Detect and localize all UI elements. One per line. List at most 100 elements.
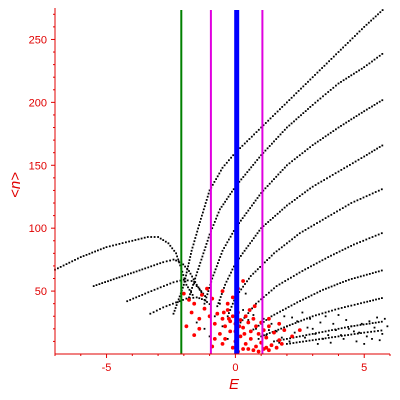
black-series-point [264,187,267,190]
black-series-point [283,166,286,169]
black-series-point [368,237,371,240]
black-series-point [318,338,320,341]
black-series-point [204,246,207,248]
red-series-point [197,326,202,331]
black-series-point [242,285,244,288]
black-series-point [331,329,333,331]
black-series-point [138,295,141,297]
black-series-point [256,197,259,199]
black-series-point [270,254,273,257]
black-series-point [192,283,194,286]
black-series-point [340,327,343,330]
black-series-point [271,142,273,145]
black-series-point [342,281,344,283]
black-series-point [353,333,356,335]
black-series-point [377,330,379,332]
black-series-point [230,305,233,308]
black-series-point [162,306,165,309]
black-scatter-point [304,336,306,339]
black-series-point [218,172,221,175]
black-series-point [190,291,192,294]
black-series-point [296,156,299,159]
x-axis-label: E [229,376,240,393]
black-series-point [220,293,223,295]
black-series-point [74,259,76,261]
black-series-point [363,331,366,334]
black-series-point [144,292,147,295]
black-series-point [130,272,132,275]
black-series-point [380,269,383,272]
black-scatter-point [365,335,368,338]
black-series-point [322,288,324,291]
black-scatter-point [319,321,322,324]
black-scatter-point [371,338,373,340]
black-series-point [208,233,211,236]
black-series-point [191,287,193,289]
black-series-point [240,178,243,181]
y-tick-label: 200 [29,97,47,109]
black-series-point [296,234,299,237]
black-series-point [265,319,268,321]
black-series-point [293,236,296,239]
black-series-point [365,195,368,198]
black-series-point [62,264,65,267]
black-series-point [143,236,146,239]
black-series-point [263,261,266,264]
black-series-point [293,303,296,305]
black-series-point [244,173,247,176]
black-series-point [363,110,366,113]
black-scatter-point [376,316,378,319]
black-series-point [368,152,371,155]
black-series-point [255,131,258,133]
black-series-point [97,249,99,252]
black-series-point [324,337,327,340]
black-series-point [301,270,304,272]
black-series-point [344,247,347,250]
black-series-point [137,238,140,241]
black-series-point [282,309,284,311]
black-scatter-point [288,340,291,343]
black-series-point [316,99,319,102]
black-series-point [360,111,363,114]
black-series-point [316,291,319,294]
black-series-point [121,242,124,244]
red-series-point [202,306,207,311]
black-series-point [241,144,244,147]
black-series-point [118,276,121,279]
black-series-point [251,239,253,242]
black-series-point [266,259,268,261]
black-scatter-point [381,333,384,335]
black-series-point [274,112,277,115]
black-series-point [162,261,165,264]
black-series-point [306,317,308,320]
black-series-point [193,240,196,243]
black-series-point [307,108,309,110]
black-series-point [337,170,340,173]
black-series-point [350,74,353,77]
black-series-point [341,207,344,209]
black-series-point [268,257,271,259]
black-series-point [203,302,206,305]
black-series-point [175,259,177,262]
black-series-point [349,39,352,42]
black-series-point [355,71,358,73]
black-series-point [182,283,185,286]
black-series-point [99,248,102,251]
black-series-point [333,253,335,256]
black-series-point [304,83,307,85]
black-series-point [334,336,337,338]
red-series-point [267,316,271,321]
black-scatter-point [360,322,363,325]
red-series-point [220,289,225,293]
black-series-point [314,142,317,145]
black-series-point [295,118,298,121]
black-series-point [334,172,337,175]
red-series-point [267,324,271,329]
black-series-point [337,126,340,129]
black-series-point [277,173,280,176]
black-series-point [300,114,302,117]
black-series-point [104,281,106,283]
black-series-point [363,301,366,304]
black-series-point [360,157,363,159]
black-series-point [205,296,208,299]
